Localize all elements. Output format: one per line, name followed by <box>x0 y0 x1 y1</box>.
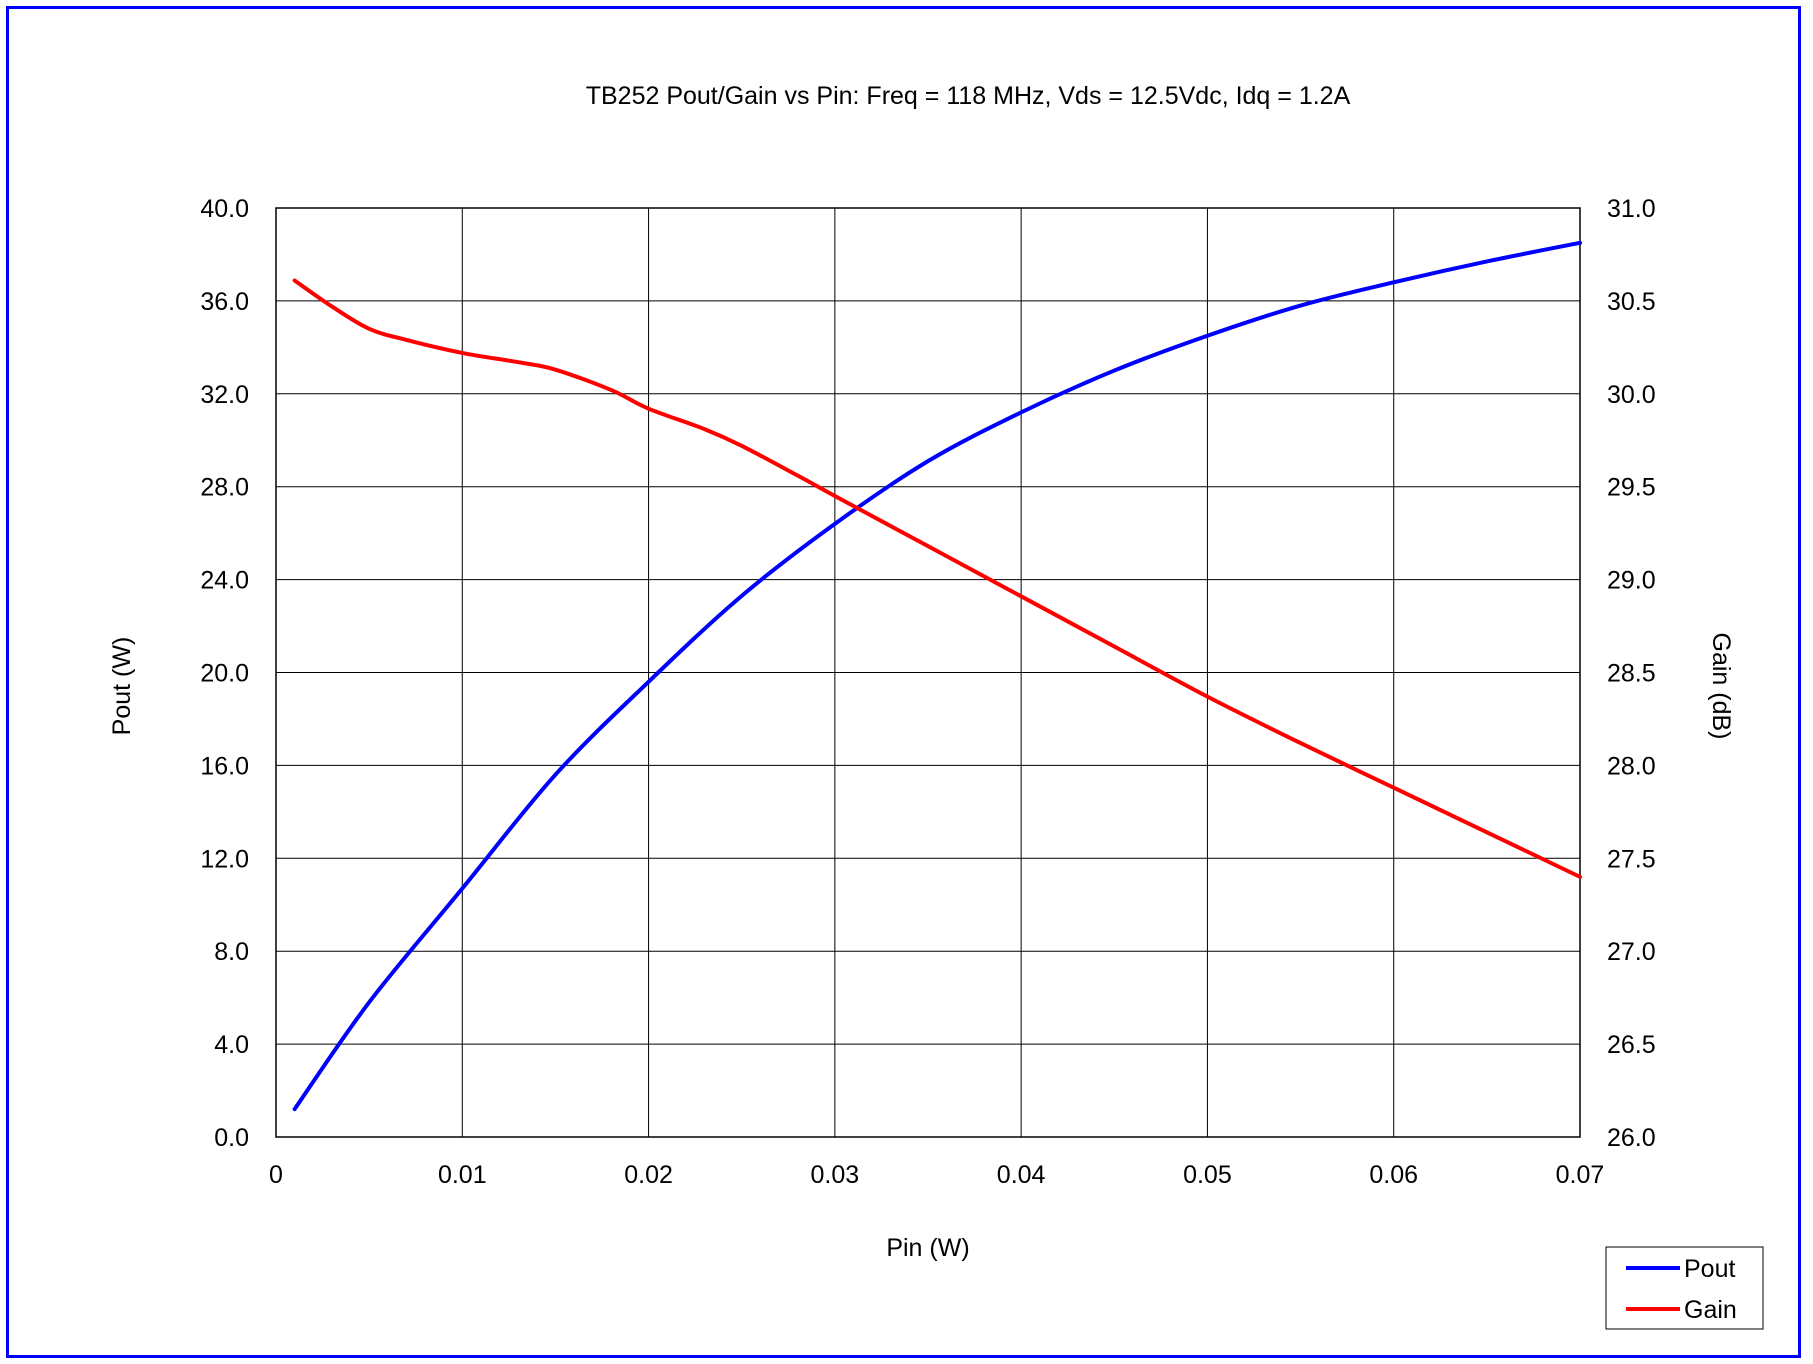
legend-label-pout: Pout <box>1684 1255 1735 1283</box>
grid-lines <box>275 207 1581 1138</box>
y2-tick-label: 27.5 <box>1607 845 1656 873</box>
y2-tick-label: 28.5 <box>1607 660 1656 688</box>
y2-tick-label: 29.5 <box>1607 474 1656 502</box>
y2-tick-label: 26.5 <box>1607 1031 1656 1059</box>
x-tick-label: 0.01 <box>438 1161 487 1189</box>
y-tick-label: 16.0 <box>200 752 249 780</box>
y2-tick-labels: 26.0 26.5 27.0 27.5 28.0 28.5 29.0 29.5 30.0 30.5… <box>1607 195 1656 1152</box>
y-tick-label: 40.0 <box>200 195 249 223</box>
y-tick-label: 0.0 <box>214 1124 249 1152</box>
y2-tick-label: 29.0 <box>1607 567 1656 595</box>
y2-tick-label: 26.0 <box>1607 1124 1656 1152</box>
y2-tick-label: 31.0 <box>1607 195 1656 223</box>
y2-tick-label: 30.5 <box>1607 288 1656 316</box>
x-tick-label: 0.06 <box>1369 1161 1418 1189</box>
y2-tick-label: 28.0 <box>1607 752 1656 780</box>
x-tick-label: 0.02 <box>624 1161 673 1189</box>
x-tick-label: 0 <box>269 1161 283 1189</box>
plot-border <box>275 207 1581 1138</box>
y2-tick-label: 30.0 <box>1607 381 1656 409</box>
x-tick-label: 0.07 <box>1556 1161 1605 1189</box>
y-axis-label: Pout (W) <box>108 637 136 736</box>
series-line-pout <box>292 240 1582 1112</box>
y-tick-label: 8.0 <box>214 938 249 966</box>
y-tick-label: 24.0 <box>200 567 249 595</box>
x-axis-label: Pin (W) <box>886 1234 969 1262</box>
x-tick-label: 0.05 <box>1183 1161 1232 1189</box>
y-tick-labels: 0.0 4.0 8.0 12.0 16.0 20.0 24.0 28.0 32.0 36.0 40.… <box>200 195 249 1152</box>
y-tick-label: 12.0 <box>200 845 249 873</box>
x-tick-label: 0.04 <box>997 1161 1046 1189</box>
y2-axis-label: Gain (dB) <box>1707 633 1735 740</box>
series-lines <box>292 240 1582 1112</box>
legend-label-gain: Gain <box>1684 1296 1737 1324</box>
y-tick-label: 36.0 <box>200 288 249 316</box>
x-tick-label: 0.03 <box>811 1161 860 1189</box>
y-tick-label: 20.0 <box>200 660 249 688</box>
y-tick-label: 28.0 <box>200 474 249 502</box>
y-tick-label: 32.0 <box>200 381 249 409</box>
x-tick-labels: 0 0.01 0.02 0.03 0.04 0.05 0.06 0.07 <box>269 1161 1604 1189</box>
y-tick-label: 4.0 <box>214 1031 249 1059</box>
legend: Pout Gain <box>1605 1246 1764 1330</box>
y2-tick-label: 27.0 <box>1607 938 1656 966</box>
legend-box <box>1605 1246 1764 1330</box>
chart-title: TB252 Pout/Gain vs Pin: Freq = 118 MHz, … <box>586 82 1351 110</box>
series-line-gain <box>292 278 1582 879</box>
